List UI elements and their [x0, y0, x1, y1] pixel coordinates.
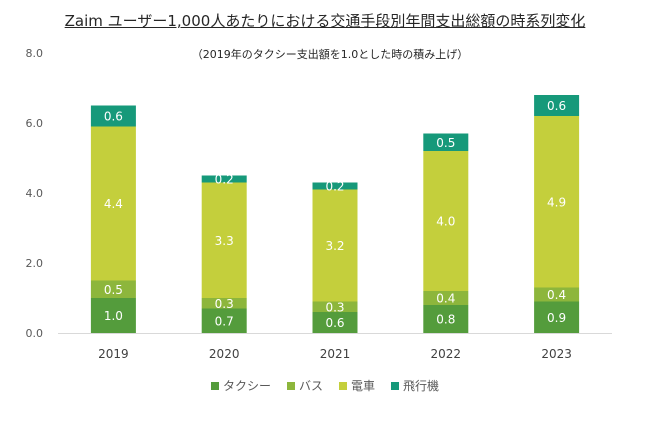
data-label: 0.3 — [325, 300, 344, 314]
bar-segment — [201, 308, 247, 333]
data-label: 0.5 — [104, 283, 123, 297]
data-label: 0.3 — [215, 297, 234, 311]
data-label: 3.2 — [325, 239, 344, 253]
data-label: 4.9 — [547, 195, 566, 209]
bar-segment — [534, 95, 580, 116]
y-tick-label: 2.0 — [26, 257, 44, 270]
bar-segment — [312, 301, 358, 312]
y-tick-label: 6.0 — [26, 117, 44, 130]
legend-swatch — [391, 381, 400, 390]
data-label: 3.3 — [215, 234, 234, 248]
data-label: 0.2 — [325, 180, 344, 194]
data-label: 0.7 — [215, 314, 234, 328]
data-label: 0.4 — [436, 292, 455, 306]
bar-segment — [90, 298, 136, 333]
x-tick-label: 2019 — [98, 347, 129, 361]
chart-title-text: Zaim ユーザー1,000人あたりにおける交通手段別年間支出総額の時系列変化 — [64, 12, 586, 30]
legend-label: 電車 — [351, 379, 376, 393]
bar-segment — [201, 182, 247, 298]
x-tick-label: 2023 — [541, 347, 572, 361]
x-tick-label: 2021 — [320, 347, 351, 361]
bar-segment — [534, 301, 580, 333]
bar-segment — [423, 151, 469, 291]
bar-segment — [312, 182, 358, 190]
y-tick-label: 4.0 — [26, 187, 44, 200]
bar-segment — [423, 133, 469, 151]
data-label: 0.6 — [547, 99, 566, 113]
bar-segment — [312, 189, 358, 302]
bar-segment — [201, 175, 247, 183]
bar-segment — [90, 126, 136, 281]
x-tick-label: 2022 — [431, 347, 462, 361]
bar-segment — [423, 305, 469, 333]
data-label: 1.0 — [104, 309, 123, 323]
bar-segment — [423, 291, 469, 305]
legend-item: 電車 — [339, 377, 375, 394]
legend-item: タクシー — [210, 377, 271, 394]
legend-swatch — [286, 381, 295, 390]
legend-item: 飛行機 — [391, 377, 439, 394]
data-label: 4.0 — [436, 215, 455, 229]
chart-subtitle: （2019年のタクシー支出額を1.0とした時の積み上げ） — [191, 48, 469, 61]
legend-item: バス — [286, 377, 323, 394]
bar-segment — [312, 312, 358, 333]
y-tick-label: 0.0 — [26, 327, 44, 340]
legend-label: 飛行機 — [403, 379, 440, 393]
data-label: 0.2 — [215, 173, 234, 187]
data-label: 0.6 — [104, 110, 123, 124]
legend: タクシー バス 電車 飛行機 — [0, 377, 650, 394]
data-label: 0.4 — [547, 288, 566, 302]
legend-swatch — [210, 381, 219, 390]
legend-swatch — [339, 381, 347, 390]
data-label: 0.6 — [325, 316, 344, 330]
bar-segment — [534, 116, 580, 288]
chart-title: Zaim ユーザー1,000人あたりにおける交通手段別年間支出総額の時系列変化 — [0, 10, 650, 31]
data-label: 4.4 — [104, 197, 123, 211]
data-label: 0.5 — [436, 136, 455, 150]
bar-segment — [90, 280, 136, 298]
bar-segment — [90, 105, 136, 127]
x-tick-label: 2020 — [209, 347, 240, 361]
y-tick-label: 8.0 — [26, 47, 44, 60]
bar-segment — [201, 298, 247, 309]
data-label: 0.9 — [547, 311, 566, 325]
bar-segment — [534, 287, 580, 302]
legend-label: バス — [298, 379, 323, 393]
legend-label: タクシー — [222, 379, 271, 393]
data-label: 0.8 — [436, 313, 455, 327]
